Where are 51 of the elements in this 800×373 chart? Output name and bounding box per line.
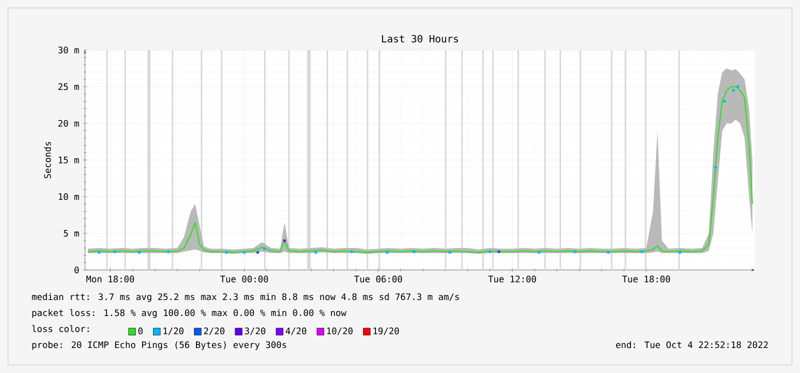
legend-title: loss color: — [32, 325, 89, 332]
point — [262, 247, 266, 250]
point — [350, 250, 354, 254]
point — [113, 250, 116, 254]
legend-label: 1/20 — [164, 328, 184, 336]
text: median rtt: 3.7 ms avg 25.2 ms max 2.3 ms min 8.8 ms now 4.8 ms sd 767.3 m am/s — [32, 293, 459, 302]
x-tick-label: Tue 00:00 — [220, 276, 268, 282]
x-tick-label: Mon 18:00 — [86, 276, 134, 282]
chart-title: Last 30 Hours — [382, 34, 458, 42]
point — [283, 239, 286, 242]
y-tick-label: 5 m — [64, 230, 79, 237]
y-axis-title: Seconds — [44, 142, 51, 178]
legend-label: 2/20 — [204, 328, 224, 336]
point — [98, 250, 101, 254]
y-tick-label: 25 m — [58, 83, 79, 90]
point — [166, 250, 170, 254]
point — [488, 250, 492, 254]
point — [640, 250, 644, 254]
legend-label: 3/20 — [244, 328, 266, 336]
legend-label: 19/20 — [374, 328, 399, 336]
point — [497, 250, 500, 254]
point — [722, 100, 726, 103]
point — [573, 250, 576, 254]
point — [538, 250, 541, 254]
text: packet loss: 1.58 % avg 100.00 % max 0.00 % min 0.00 % now — [32, 309, 346, 318]
y-tick-label: 20 m — [58, 120, 79, 127]
x-tick-label: Tue 18:00 — [622, 276, 670, 282]
text: end: Tue Oct 4 22:52:18 2022 — [616, 341, 768, 348]
point — [224, 250, 228, 254]
legend-label: 0 — [138, 328, 143, 334]
point — [386, 250, 389, 254]
point — [678, 250, 682, 254]
point — [314, 250, 318, 254]
point — [412, 250, 416, 254]
y-tick-label: 15 m — [58, 156, 79, 164]
point — [732, 88, 735, 92]
text: probe: 20 ICMP Echo Pings (56 Bytes) every 300s — [32, 341, 286, 350]
y-tick-label: 30 m — [58, 46, 79, 54]
point — [242, 250, 246, 254]
point — [138, 250, 141, 254]
y-tick-label: 0 — [74, 266, 79, 274]
point — [736, 85, 740, 88]
point — [714, 166, 718, 169]
point — [448, 250, 452, 254]
y-tick-label: 10 m — [58, 193, 79, 200]
x-tick-label: Tue 12:00 — [488, 276, 536, 282]
legend-label: 4/20 — [286, 328, 306, 336]
point — [256, 250, 260, 254]
x-tick-label: Tue 06:00 — [354, 276, 402, 282]
legend-label: 10/20 — [327, 328, 353, 336]
point — [606, 250, 610, 254]
